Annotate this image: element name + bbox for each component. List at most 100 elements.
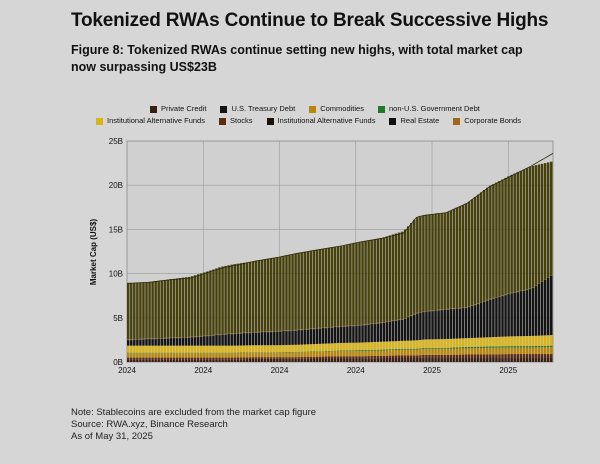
area-bar-segment <box>473 346 477 349</box>
area-bar-segment <box>501 357 504 362</box>
area-bar-segment <box>352 342 355 351</box>
area-bar-segment <box>498 297 501 337</box>
area-bar-segment <box>352 350 355 357</box>
area-bar-segment <box>349 244 352 326</box>
area-bar-segment <box>166 353 170 358</box>
area-bar-segment <box>492 184 495 298</box>
area-bar-segment <box>236 333 240 346</box>
area-bar-segment <box>263 345 267 353</box>
area-bar-segment <box>379 355 383 359</box>
area-bar-segment <box>498 354 501 358</box>
y-tick-label: 0B <box>113 358 123 367</box>
area-bar-segment <box>227 265 230 334</box>
area-bar-segment <box>510 346 513 348</box>
area-bar-segment <box>379 358 383 362</box>
area-bar-segment <box>221 359 224 362</box>
area-bar-segment <box>501 354 504 358</box>
area-bar-segment <box>248 345 252 353</box>
area-bar-segment <box>257 345 261 353</box>
area-bar-segment <box>437 357 440 362</box>
area-bar-segment <box>422 215 425 312</box>
area-bar-segment <box>483 346 486 348</box>
area-bar-segment <box>209 353 212 358</box>
area-bar-segment <box>291 357 294 359</box>
area-bar-segment <box>193 345 197 353</box>
area-bar-segment <box>303 356 306 359</box>
area-bar-segment <box>446 357 449 362</box>
area-bar-segment <box>519 170 523 291</box>
area-bar-segment <box>160 357 163 360</box>
area-bar-segment <box>403 349 407 356</box>
area-bar-segment <box>385 350 389 356</box>
area-bar-segment <box>263 332 267 346</box>
area-bar-segment <box>443 354 446 358</box>
area-bar-segment <box>352 326 355 343</box>
area-bar-segment <box>473 305 477 338</box>
y-tick-label: 20B <box>109 181 123 190</box>
area-bar-segment <box>209 359 212 362</box>
area-bar-segment <box>516 347 519 355</box>
area-bar-segment <box>507 357 510 362</box>
area-bar-segment <box>273 352 276 358</box>
area-bar-segment <box>400 319 404 341</box>
area-bar-segment <box>403 318 407 341</box>
area-bar-segment <box>464 347 468 349</box>
area-bar-segment <box>294 352 297 358</box>
area-bar-segment <box>440 347 443 349</box>
area-bar-segment <box>476 348 480 355</box>
area-bar-segment <box>276 357 279 359</box>
area-bar-segment <box>218 359 221 362</box>
area-bar-segment <box>486 354 489 358</box>
area-bar-segment <box>492 347 495 355</box>
area-bar-segment <box>209 357 212 360</box>
area-bar-segment <box>422 355 425 358</box>
area-bar-segment <box>294 253 297 330</box>
area-bar-segment <box>489 185 492 299</box>
area-bar-segment <box>501 179 504 296</box>
area-bar-segment <box>416 340 419 349</box>
area-bar-segment <box>127 340 130 346</box>
area-bar-segment <box>382 322 386 342</box>
area-bar-segment <box>449 354 453 358</box>
area-bar-segment <box>501 336 504 347</box>
legend-swatch <box>377 105 385 113</box>
area-bar-segment <box>254 332 258 346</box>
area-bar-segment <box>163 357 167 360</box>
area-bar-segment <box>215 357 218 360</box>
area-bar-segment <box>510 336 513 347</box>
area-bar-segment <box>434 213 437 311</box>
area-bar-segment <box>461 348 465 355</box>
area-bar-segment <box>388 358 392 362</box>
area-bar-segment <box>534 357 538 362</box>
area-bar-segment <box>443 339 446 348</box>
area-bar-segment <box>136 359 139 362</box>
area-bar-segment <box>440 213 443 310</box>
area-bar-segment <box>476 194 480 304</box>
area-bar-segment <box>406 358 410 362</box>
area-bar-segment <box>346 350 349 357</box>
area-bar-segment <box>276 358 279 362</box>
area-bar-segment <box>224 345 227 353</box>
area-bar-segment <box>455 308 459 339</box>
area-bar-segment <box>549 275 553 336</box>
area-bar-segment <box>242 357 246 360</box>
area-bar-segment <box>409 348 413 350</box>
area-bar-segment <box>127 353 130 358</box>
area-bar-segment <box>483 337 486 347</box>
area-bar-segment <box>288 344 291 352</box>
area-bar-segment <box>452 357 456 362</box>
area-bar-segment <box>139 282 142 339</box>
area-bar-segment <box>406 355 410 359</box>
area-bar-segment <box>507 346 510 348</box>
area-bar-segment <box>522 347 526 355</box>
area-bar-segment <box>263 352 267 358</box>
area-bar-segment <box>367 342 370 350</box>
area-bar-segment <box>330 247 334 327</box>
area-bar-segment <box>196 357 200 360</box>
area-bar-segment <box>458 354 462 358</box>
area-bar-segment <box>336 327 340 344</box>
area-bar-segment <box>312 250 316 329</box>
area-bar-segment <box>476 354 480 358</box>
area-bar-segment <box>145 353 148 358</box>
legend-item: Stocks <box>218 115 253 127</box>
